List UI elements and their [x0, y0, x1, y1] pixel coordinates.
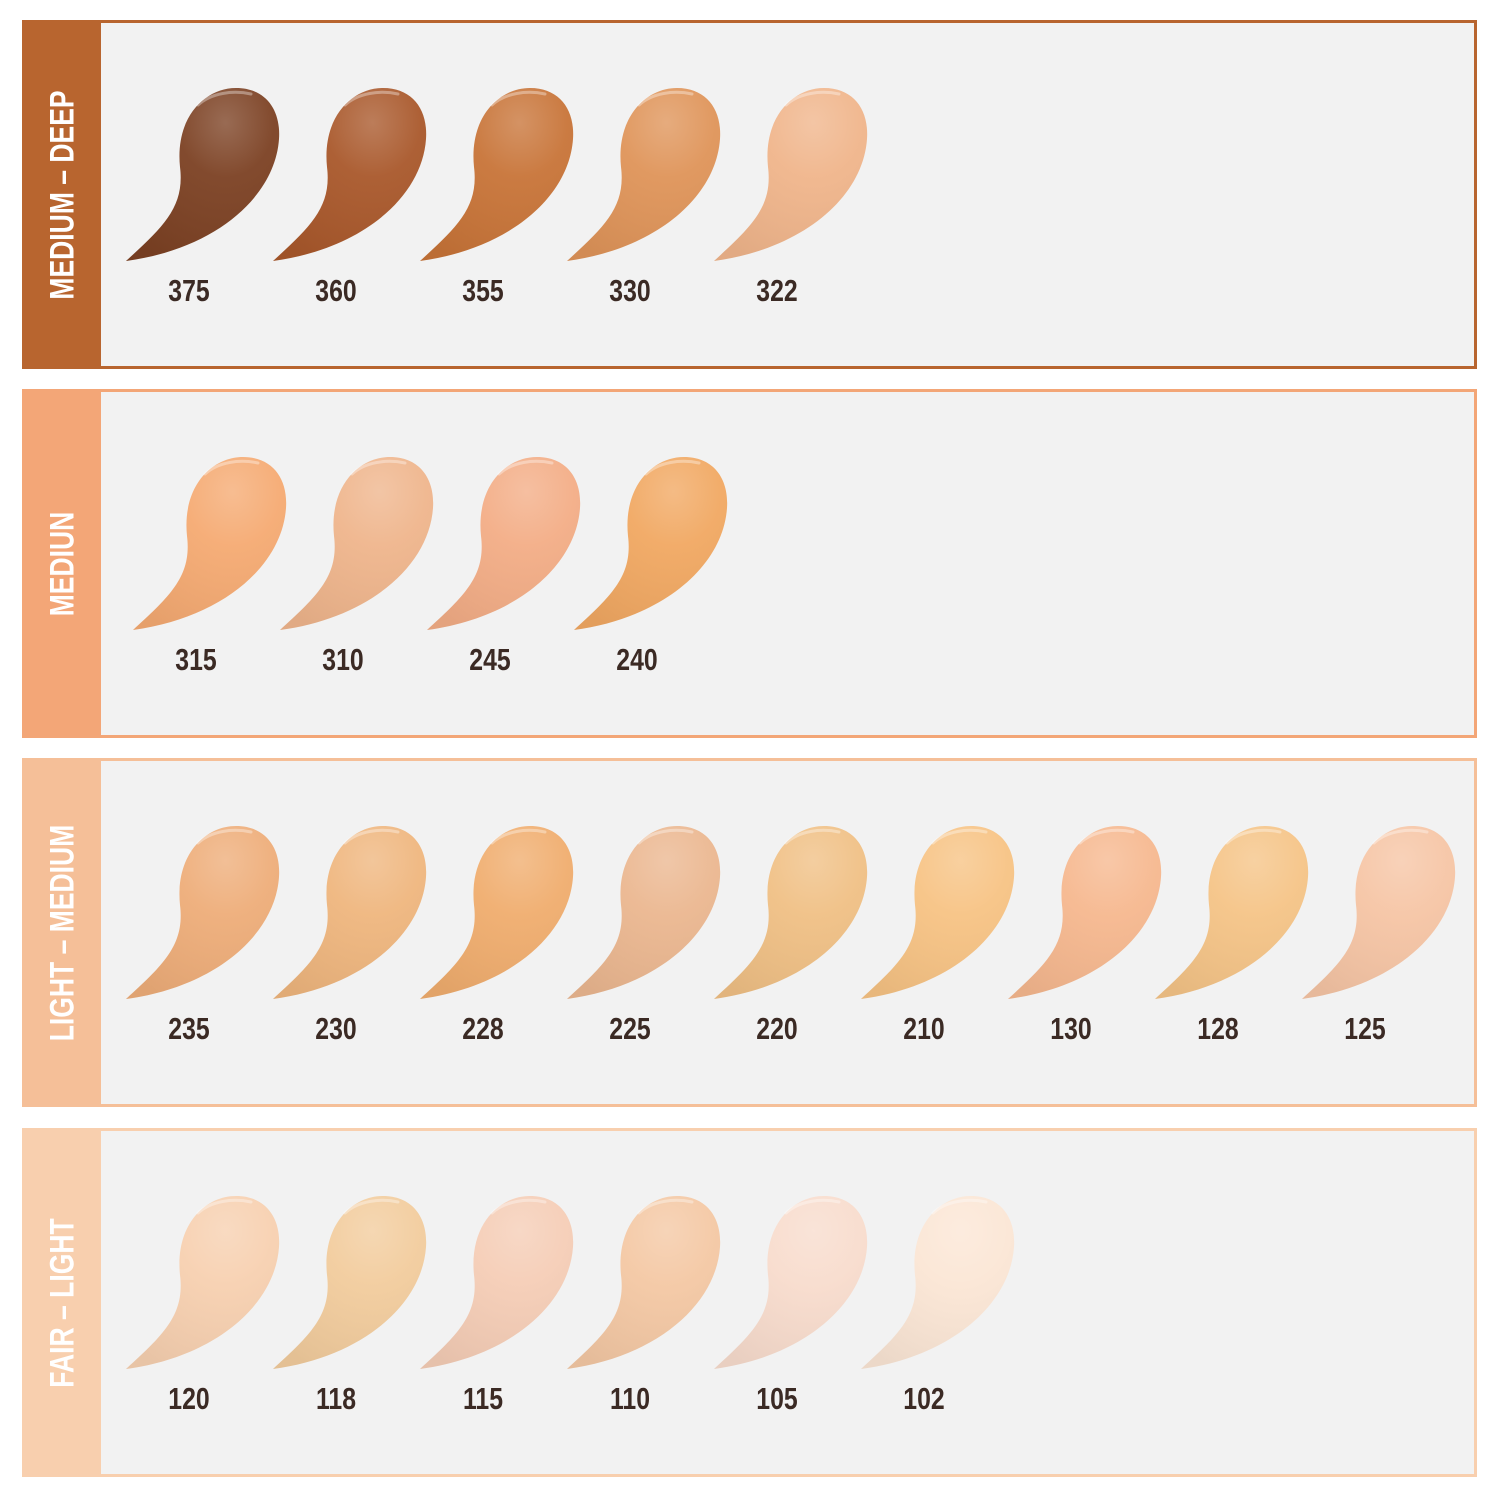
swatch-blob: [126, 826, 280, 999]
shade-group-panel: MEDIUM – DEEP 375 360: [22, 20, 1477, 369]
shade-code: 228: [462, 1011, 504, 1046]
swatch-blob: [273, 826, 427, 999]
shade-code: 125: [1344, 1011, 1386, 1046]
shade-code: 235: [168, 1011, 210, 1046]
shade-swatch: [270, 85, 430, 265]
shade-swatch: [270, 1193, 430, 1373]
swatch-blob: [1155, 826, 1309, 999]
swatch-blob: [273, 1196, 427, 1369]
swatch-blob: [126, 88, 280, 261]
shade-code: 115: [462, 1381, 503, 1416]
swatch-blob: [280, 457, 434, 630]
swatch-blob: [420, 826, 574, 999]
swatch-blob: [1302, 826, 1456, 999]
shade-swatch: [130, 454, 290, 634]
swatch-blob: [567, 1196, 721, 1369]
swatch-blob: [861, 826, 1015, 999]
group-label: FAIR – LIGHT: [43, 1217, 82, 1388]
shade-code: 375: [168, 273, 210, 308]
shade-swatch: [123, 1193, 283, 1373]
group-band: FAIR – LIGHT: [25, 1131, 101, 1474]
shade-swatch: [1299, 823, 1459, 1003]
shade-swatch: [564, 823, 724, 1003]
swatch-blob: [133, 457, 287, 630]
shade-code: 110: [609, 1381, 650, 1416]
shade-group-panel: LIGHT – MEDIUM 235 230: [22, 758, 1477, 1107]
swatch-blob: [1008, 826, 1162, 999]
shade-swatch: [1152, 823, 1312, 1003]
group-band: MEDIUM – DEEP: [25, 23, 101, 366]
shade-swatch: [711, 1193, 871, 1373]
group-label: MEDIUM – DEEP: [43, 89, 82, 300]
swatch-blob: [861, 1196, 1015, 1369]
group-label: LIGHT – MEDIUM: [43, 824, 82, 1041]
shade-swatch: [858, 823, 1018, 1003]
shade-code: 225: [609, 1011, 651, 1046]
swatch-blob: [714, 826, 868, 999]
shade-code: 128: [1197, 1011, 1239, 1046]
shade-code: 102: [903, 1381, 945, 1416]
shade-code: 230: [315, 1011, 357, 1046]
shade-swatch: [564, 85, 724, 265]
shade-swatch: [277, 454, 437, 634]
shade-swatch: [270, 823, 430, 1003]
shade-swatch: [564, 1193, 724, 1373]
shade-code: 315: [175, 642, 217, 677]
shade-code: 118: [315, 1381, 356, 1416]
shade-code: 210: [903, 1011, 945, 1046]
shade-swatch: [571, 454, 731, 634]
swatch-blob: [574, 457, 728, 630]
shade-code: 245: [469, 642, 511, 677]
shade-swatch: [123, 823, 283, 1003]
shade-swatch: [417, 823, 577, 1003]
shade-code: 360: [315, 273, 357, 308]
swatch-blob: [714, 88, 868, 261]
swatch-blob: [126, 1196, 280, 1369]
shade-swatch: [123, 85, 283, 265]
swatch-blob: [420, 1196, 574, 1369]
swatch-blob: [567, 88, 721, 261]
shade-swatch: [711, 85, 871, 265]
swatch-blob: [714, 1196, 868, 1369]
shade-code: 330: [609, 273, 651, 308]
shade-code: 220: [756, 1011, 798, 1046]
swatch-blob: [273, 88, 427, 261]
shade-group-panel: FAIR – LIGHT 120 118: [22, 1128, 1477, 1477]
swatch-blob: [420, 88, 574, 261]
shade-code: 120: [168, 1381, 210, 1416]
group-label: MEDIUN: [43, 511, 82, 616]
shade-swatch: [711, 823, 871, 1003]
shade-swatch: [424, 454, 584, 634]
group-band: MEDIUN: [25, 392, 101, 735]
swatch-blob: [567, 826, 721, 999]
shade-swatch: [417, 1193, 577, 1373]
shade-code: 310: [322, 642, 364, 677]
shade-code: 130: [1050, 1011, 1092, 1046]
shade-group-panel: MEDIUN 315 310: [22, 389, 1477, 738]
shade-code: 322: [756, 273, 798, 308]
group-band: LIGHT – MEDIUM: [25, 761, 101, 1104]
swatch-blob: [427, 457, 581, 630]
shade-code: 105: [756, 1381, 798, 1416]
shade-code: 240: [616, 642, 658, 677]
shade-swatch: [1005, 823, 1165, 1003]
shade-swatch: [417, 85, 577, 265]
shade-code: 355: [462, 273, 504, 308]
shade-swatch: [858, 1193, 1018, 1373]
